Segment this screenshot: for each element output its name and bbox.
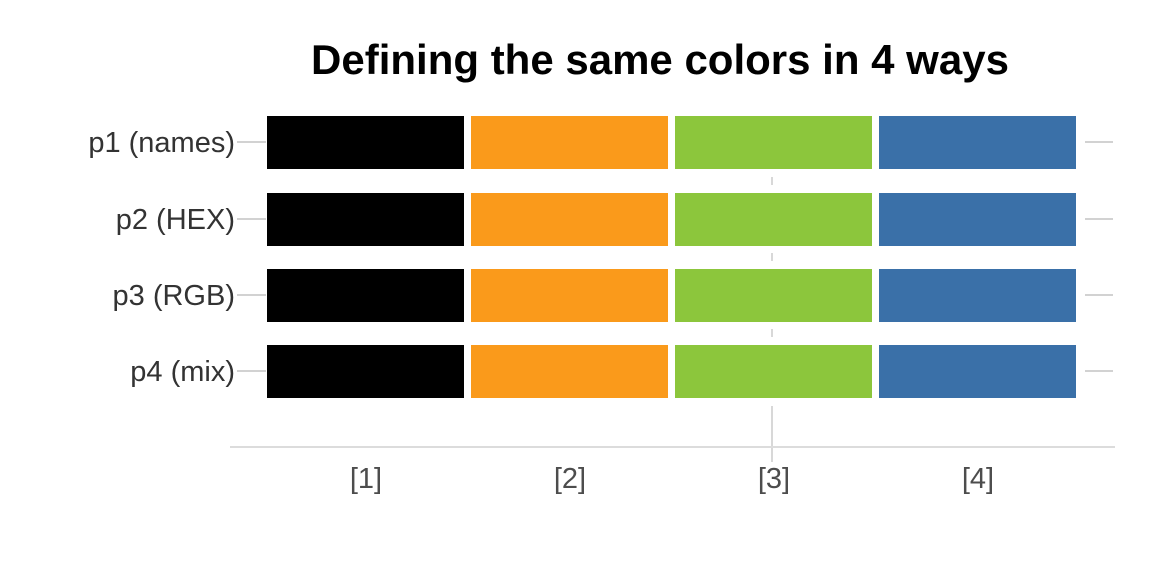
x-axis-line	[230, 446, 1115, 448]
bar-segment	[267, 345, 464, 398]
y-tick-mark-right	[1085, 294, 1113, 296]
y-tick-mark-left	[237, 141, 266, 143]
gridline-x3-segment	[771, 177, 773, 185]
bar-segment	[879, 193, 1076, 246]
y-tick-mark-right	[1085, 141, 1113, 143]
y-tick-label: p3 (RGB)	[112, 280, 235, 312]
bar-segment	[879, 116, 1076, 169]
y-tick-mark-right	[1085, 370, 1113, 372]
x-tick-label: [4]	[961, 463, 995, 495]
bar-segment	[267, 193, 464, 246]
y-tick-label: p2 (HEX)	[115, 204, 235, 236]
bar-segment	[267, 116, 464, 169]
bar-segment	[879, 269, 1076, 322]
gridline-x3-segment	[771, 253, 773, 261]
y-tick-mark-left	[237, 218, 266, 220]
bar-segment	[675, 345, 872, 398]
y-tick-mark-right	[1085, 218, 1113, 220]
gridline-x3-segment	[771, 329, 773, 337]
x-tick-label: [2]	[553, 463, 587, 495]
gridline-x3-segment	[771, 406, 773, 462]
bar-segment	[471, 193, 668, 246]
y-tick-mark-left	[237, 370, 266, 372]
bar-segment	[675, 116, 872, 169]
bar-segment	[675, 269, 872, 322]
y-tick-label: p4 (mix)	[130, 356, 235, 388]
x-tick-label: [1]	[349, 463, 383, 495]
bar-segment	[675, 193, 872, 246]
bar-segment	[879, 345, 1076, 398]
bar-segment	[471, 116, 668, 169]
bar-segment	[267, 269, 464, 322]
y-tick-mark-left	[237, 294, 266, 296]
x-tick-label: [3]	[757, 463, 791, 495]
bar-segment	[471, 345, 668, 398]
bar-segment	[471, 269, 668, 322]
chart-title: Defining the same colors in 4 ways	[311, 36, 1009, 83]
y-tick-label: p1 (names)	[88, 127, 235, 159]
